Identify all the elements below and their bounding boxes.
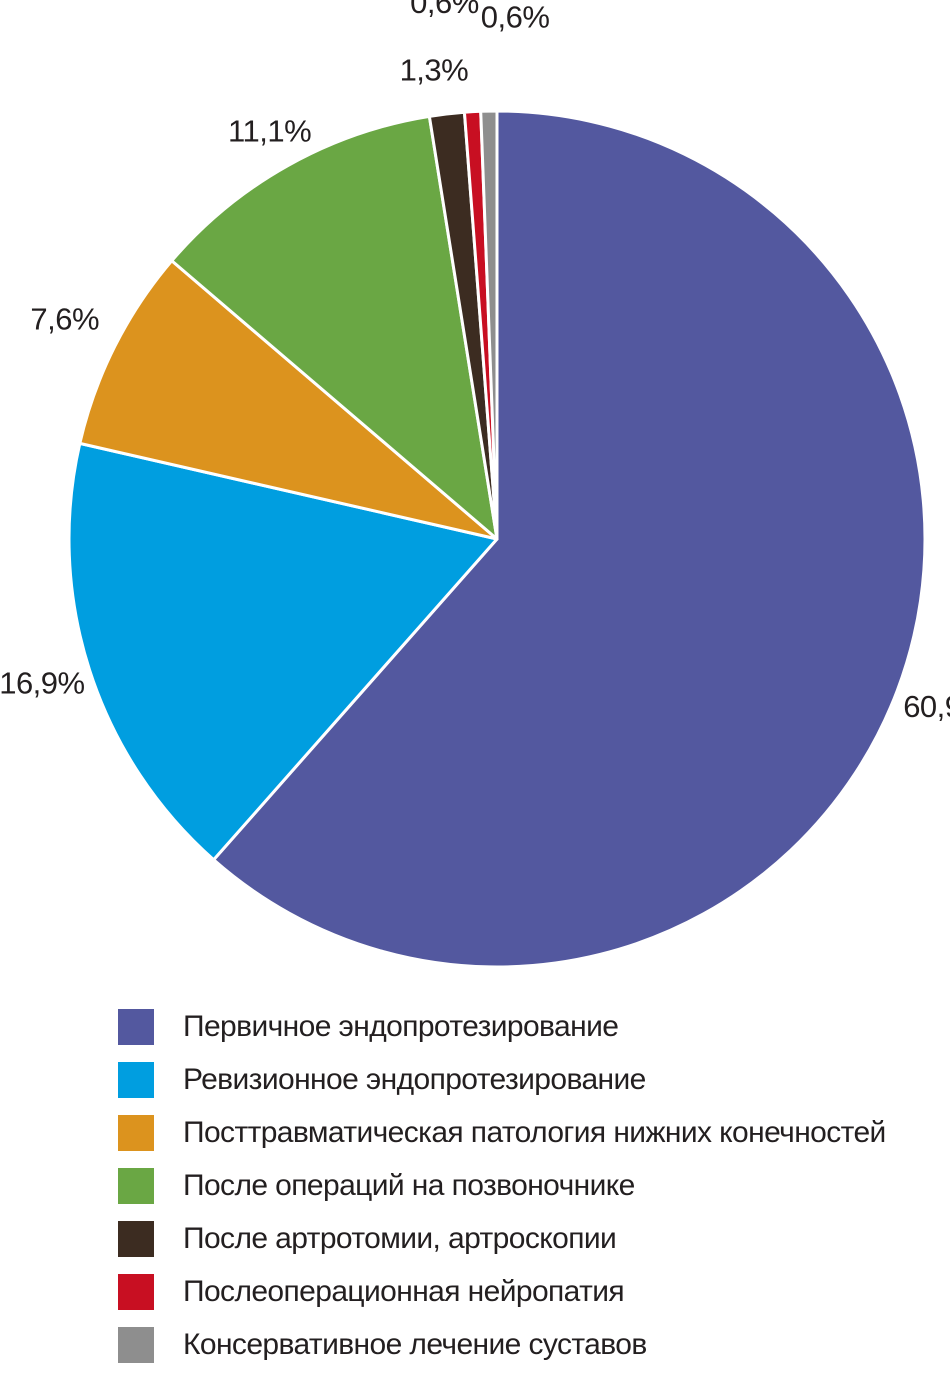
legend-item-6: Послеоперационная нейропатия [118,1265,938,1318]
legend-item-5: После артротомии, артроскопии [118,1212,938,1265]
data-label-5: 1,3% [400,52,469,87]
legend-item-7: Консервативное лечение суставов [118,1318,938,1371]
data-label-4: 11,1% [228,114,311,149]
legend-swatch [118,1114,154,1151]
pie-slice-7 [479,109,499,541]
legend-label: Посттравматическая патология нижних коне… [183,1115,886,1149]
data-label-2: 16,9% [0,665,85,700]
legend-swatch [118,1061,154,1098]
legend-label: Послеоперационная нейропатия [183,1274,625,1308]
legend-swatch [118,1326,154,1363]
pie-chart-canvas: 60,9% 16,9% 7,6% 11,1% 1,3% 0,6%0,6% [0,0,950,969]
legend-swatch [118,1220,154,1257]
legend-swatch [118,1008,154,1045]
legend-label: После артротомии, артроскопии [183,1221,617,1255]
legend-item-2: Ревизионное эндопротезирование [118,1053,938,1106]
slices-layer [67,109,927,969]
data-labels-layer: 60,9% 16,9% 7,6% 11,1% 1,3% 0,6%0,6% [0,0,950,724]
legend-item-4: После операций на позвоночнике [118,1159,938,1212]
data-label-3: 7,6% [30,301,99,336]
data-label-1: 60,9% [903,689,950,724]
legend-label: Ревизионное эндопротезирование [183,1062,646,1096]
data-label-7: 0,6% [481,0,550,34]
legend-label: После операций на позвоночнике [183,1168,635,1202]
pie-slice-4 [170,114,499,541]
chart-legend: Первичное эндопротезирование Ревизионное … [118,1000,938,1371]
legend-swatch [118,1167,154,1204]
legend-item-3: Посттравматическая патология нижних коне… [118,1106,938,1159]
pie-slice-1 [212,109,927,969]
legend-label: Первичное эндопротезирование [183,1009,619,1043]
pie-slice-2 [67,441,499,862]
pie-chart: 60,9% 16,9% 7,6% 11,1% 1,3% 0,6%0,6% [0,0,950,969]
data-label-6: 0,6% [410,0,479,20]
legend-swatch [118,1273,154,1310]
legend-label: Консервативное лечение суставов [183,1327,647,1361]
legend-item-1: Первичное эндопротезирование [118,1000,938,1053]
pie-slice-3 [78,259,499,541]
